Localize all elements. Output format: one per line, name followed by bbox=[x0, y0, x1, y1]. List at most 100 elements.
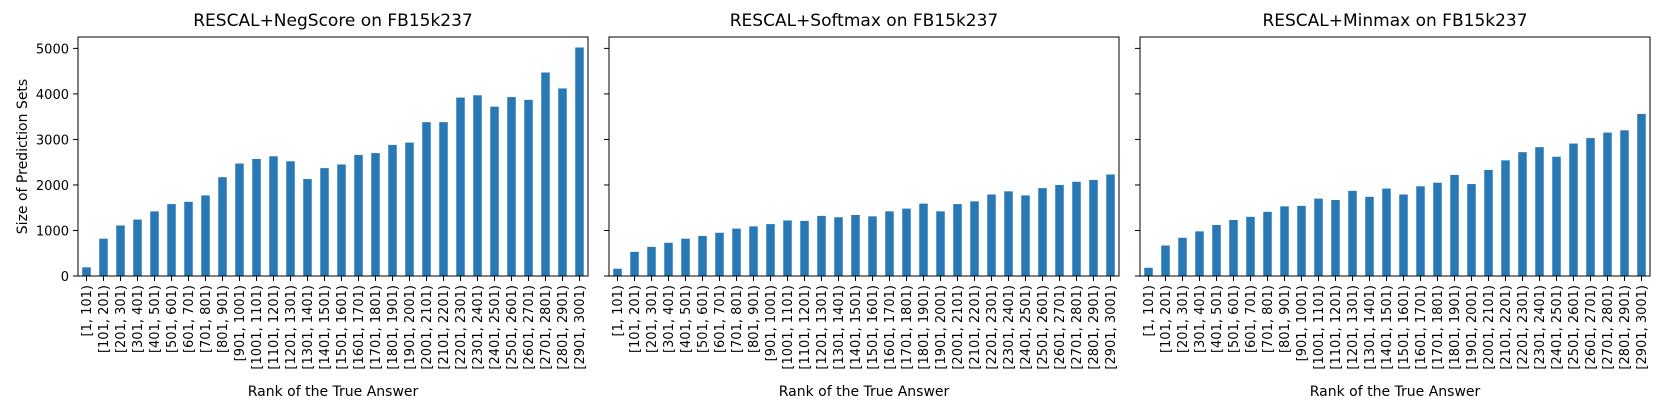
chart-title: RESCAL+Minmax on FB15k237 bbox=[1262, 11, 1527, 31]
x-tick-label: [1401, 1501) bbox=[1380, 285, 1395, 370]
bar-1-101 bbox=[82, 267, 91, 276]
y-tick-label: 3000 bbox=[36, 133, 69, 148]
bar-1101-1201 bbox=[800, 220, 809, 276]
bar-301-401 bbox=[664, 242, 673, 276]
x-tick-label: [601, 701) bbox=[182, 285, 197, 353]
bar-201-301 bbox=[647, 246, 656, 276]
x-tick-label: [2101, 2201) bbox=[968, 285, 983, 370]
x-tick-label: [2301, 2401) bbox=[1533, 285, 1548, 370]
bar-2901-3001 bbox=[1106, 174, 1115, 276]
x-tick-label: [1401, 1501) bbox=[849, 285, 864, 370]
x-tick-label: [501, 601) bbox=[165, 285, 180, 353]
bar-2801-2901 bbox=[558, 88, 567, 277]
bar-1701-1801 bbox=[371, 153, 380, 276]
bar-1201-1301 bbox=[1348, 190, 1357, 276]
x-tick-label: [2201, 2301) bbox=[454, 285, 469, 370]
bar-101-201 bbox=[1161, 245, 1170, 276]
bar-1501-1601 bbox=[1399, 194, 1408, 276]
x-tick-label: [1501, 1601) bbox=[866, 285, 881, 370]
bar-901-1001 bbox=[766, 224, 775, 276]
bar-601-701 bbox=[184, 201, 193, 276]
bar-901-1001 bbox=[1297, 205, 1306, 276]
x-tick-label: [401, 501) bbox=[679, 285, 694, 353]
x-tick-label: [601, 701) bbox=[713, 285, 728, 353]
x-tick-label: [1901, 2001) bbox=[1465, 285, 1480, 370]
x-tick-label: [601, 701) bbox=[1244, 285, 1259, 353]
bar-1301-1401 bbox=[1365, 196, 1374, 276]
x-axis-label: Rank of the True Answer bbox=[248, 384, 419, 400]
y-tick-label: 4000 bbox=[36, 88, 69, 103]
x-tick-label: [2901, 3001) bbox=[573, 285, 588, 370]
bar-1201-1301 bbox=[286, 161, 295, 276]
x-tick-label: [2801, 2901) bbox=[1618, 285, 1633, 370]
bar-1501-1601 bbox=[337, 164, 346, 276]
x-tick-label: [1301, 1401) bbox=[832, 285, 847, 370]
x-tick-label: [1801, 1901) bbox=[386, 285, 401, 370]
bar-2701-2801 bbox=[541, 72, 550, 276]
bar-201-301 bbox=[116, 225, 125, 276]
x-tick-label: [1001, 1101) bbox=[250, 285, 265, 370]
x-tick-label: [2001, 2101) bbox=[951, 285, 966, 370]
bar-1701-1801 bbox=[902, 208, 911, 276]
x-tick-label: [2601, 2701) bbox=[1584, 285, 1599, 370]
x-tick-label: [701, 801) bbox=[730, 285, 745, 353]
x-tick-label: [1001, 1101) bbox=[781, 285, 796, 370]
chart-title: RESCAL+Softmax on FB15k237 bbox=[730, 11, 999, 31]
x-tick-label: [101, 201) bbox=[97, 285, 112, 353]
plot-frame bbox=[77, 36, 589, 277]
bar-1001-1101 bbox=[1314, 198, 1323, 276]
bar-2001-2101 bbox=[1484, 169, 1493, 276]
x-tick-label: [2701, 2801) bbox=[1601, 285, 1616, 370]
x-tick-label: [2701, 2801) bbox=[539, 285, 554, 370]
bar-1301-1401 bbox=[834, 217, 843, 276]
bar-2601-2701 bbox=[1586, 138, 1595, 276]
x-tick-label: [801, 901) bbox=[216, 285, 231, 353]
bar-101-201 bbox=[630, 251, 639, 276]
chart-title: RESCAL+NegScore on FB15k237 bbox=[193, 11, 473, 31]
bar-2701-2801 bbox=[1072, 181, 1081, 276]
y-tick-label: 1000 bbox=[36, 224, 69, 239]
x-tick-label: [2401, 2501) bbox=[1019, 285, 1034, 370]
x-tick-label: [2901, 3001) bbox=[1104, 285, 1119, 370]
bar-2501-2601 bbox=[507, 97, 516, 276]
x-tick-label: [401, 501) bbox=[1210, 285, 1225, 353]
bar-2901-3001 bbox=[575, 47, 584, 276]
y-axis-label: Size of Prediction Sets bbox=[15, 79, 31, 234]
x-tick-label: [1301, 1401) bbox=[1363, 285, 1378, 370]
bar-501-601 bbox=[1229, 220, 1238, 276]
bar-2001-2101 bbox=[422, 122, 431, 277]
x-tick-label: [1701, 1801) bbox=[900, 285, 915, 370]
x-tick-label: [1501, 1601) bbox=[335, 285, 350, 370]
x-tick-label: [1301, 1401) bbox=[301, 285, 316, 370]
bar-2501-2601 bbox=[1569, 143, 1578, 276]
x-tick-label: [1601, 1701) bbox=[1414, 285, 1429, 370]
x-tick-label: [901, 1001) bbox=[233, 285, 248, 361]
bar-401-501 bbox=[681, 238, 690, 276]
bar-2001-2101 bbox=[953, 204, 962, 276]
bar-2401-2501 bbox=[1552, 156, 1561, 276]
bar-2301-2401 bbox=[1004, 191, 1013, 276]
bar-2301-2401 bbox=[1535, 147, 1544, 276]
bar-2801-2901 bbox=[1620, 130, 1629, 276]
bar-1-101 bbox=[613, 268, 622, 276]
bar-1301-1401 bbox=[303, 179, 312, 276]
bar-1201-1301 bbox=[817, 215, 826, 276]
bar-2901-3001 bbox=[1637, 113, 1646, 276]
x-tick-label: [101, 201) bbox=[628, 285, 643, 353]
bar-1901-2001 bbox=[405, 142, 414, 276]
x-tick-label: [1601, 1701) bbox=[883, 285, 898, 370]
x-tick-label: [1601, 1701) bbox=[352, 285, 367, 370]
x-tick-label: [1201, 1301) bbox=[815, 285, 830, 370]
bar-901-1001 bbox=[235, 163, 244, 276]
bar-101-201 bbox=[99, 238, 108, 276]
x-tick-label: [1101, 1201) bbox=[1329, 285, 1344, 370]
x-tick-label: [1901, 2001) bbox=[403, 285, 418, 370]
x-tick-label: [2301, 2401) bbox=[471, 285, 486, 370]
x-tick-label: [401, 501) bbox=[148, 285, 163, 353]
bar-2201-2301 bbox=[987, 194, 996, 276]
bar-2601-2701 bbox=[1055, 184, 1064, 276]
bar-701-801 bbox=[732, 228, 741, 276]
bar-2201-2301 bbox=[1518, 152, 1527, 276]
bar-2401-2501 bbox=[490, 106, 499, 276]
